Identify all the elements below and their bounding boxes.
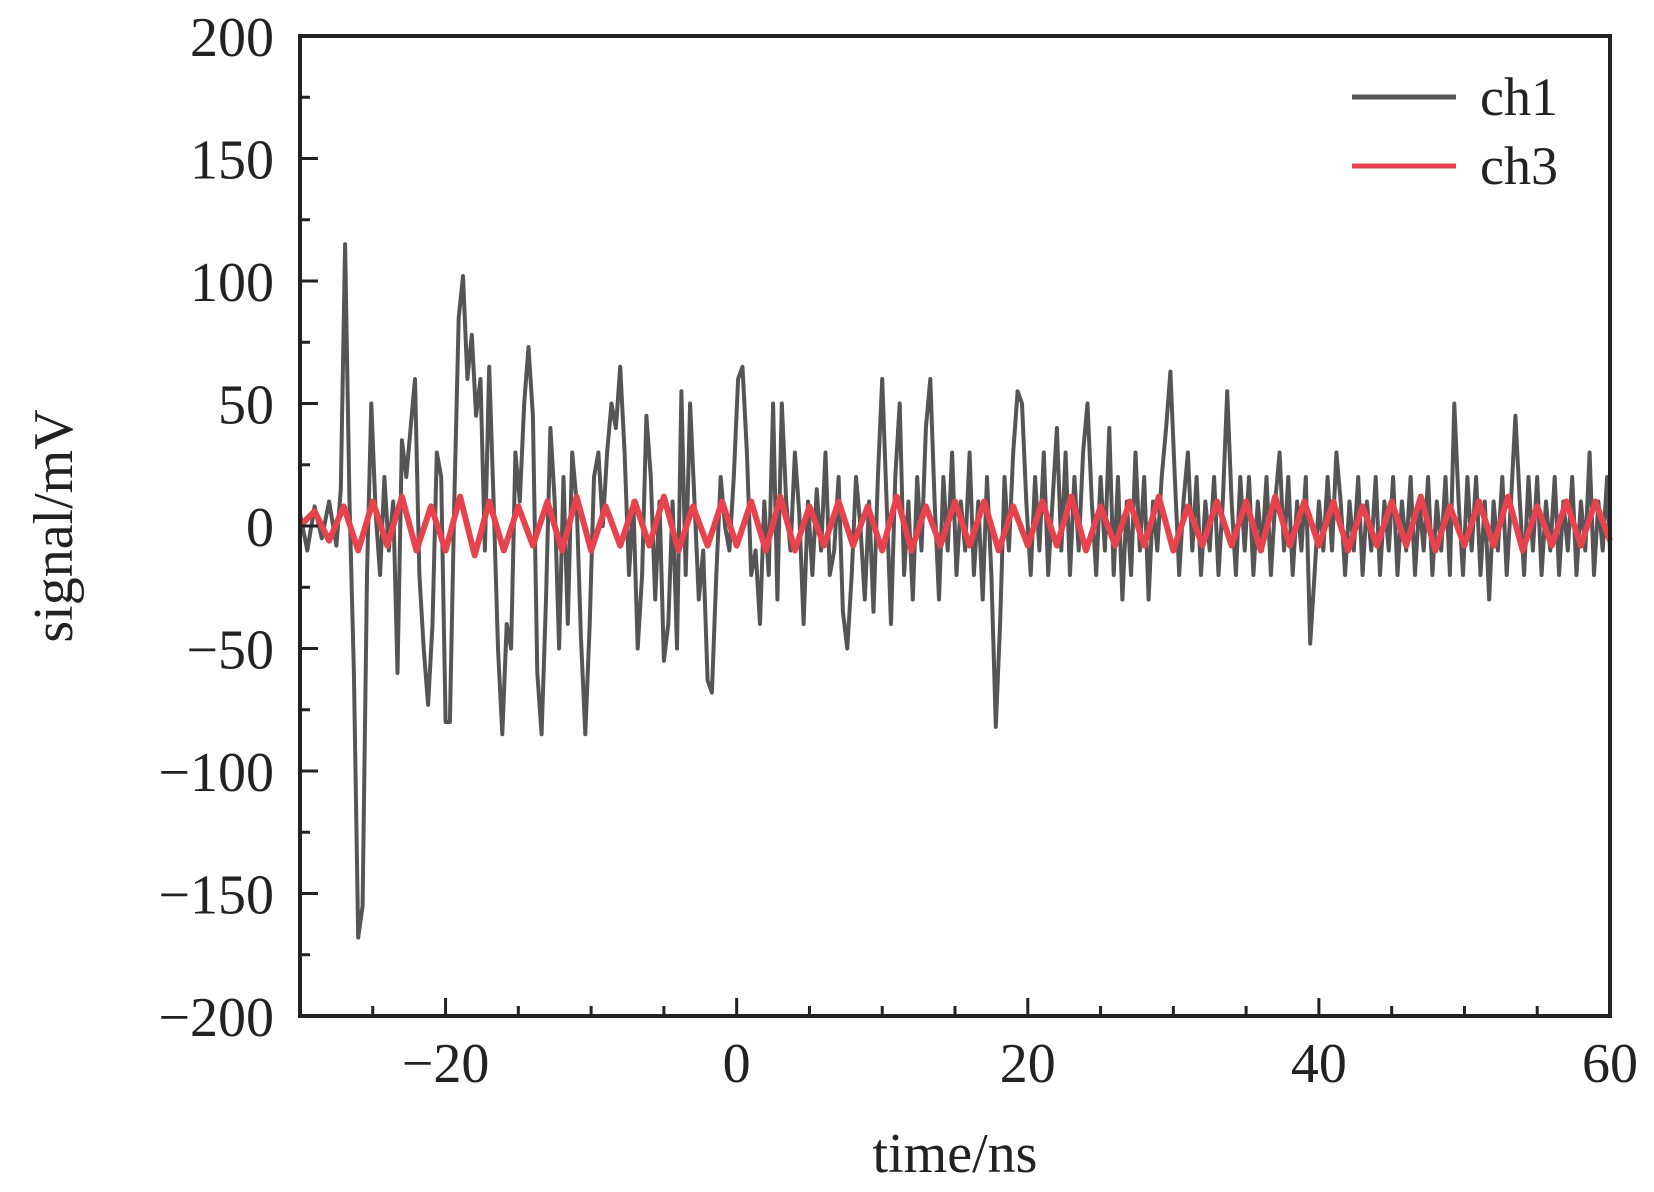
series-line-ch3 [297, 493, 1613, 559]
x-tick-label: 20 [1000, 1033, 1056, 1095]
y-tick-label: 100 [190, 252, 274, 314]
y-axis-title: signal/mV [23, 409, 85, 642]
y-tick-label: 0 [246, 497, 274, 559]
y-tick-label: −50 [186, 620, 274, 682]
legend: ch1 ch3 [1352, 67, 1558, 196]
x-axis-ticks: −20 0 20 40 60 [298, 998, 1638, 1095]
y-tick-label: −150 [158, 865, 274, 927]
series-layer [297, 242, 1613, 940]
y-axis-ticks: 200 150 100 50 0 −50 −100 −150 −200 [158, 7, 318, 1049]
y-tick-label: −200 [158, 987, 274, 1049]
legend-label-ch3: ch3 [1480, 136, 1558, 196]
series-line-ch1 [298, 242, 1612, 940]
x-axis-title: time/ns [873, 1123, 1038, 1185]
x-tick-label: 60 [1582, 1033, 1638, 1095]
x-tick-label: 40 [1291, 1033, 1347, 1095]
x-tick-label: −20 [402, 1033, 490, 1095]
y-tick-label: 50 [218, 375, 274, 437]
y-tick-label: 200 [190, 7, 274, 69]
legend-label-ch1: ch1 [1480, 67, 1558, 127]
plot-area [297, 34, 1613, 1018]
y-tick-label: −100 [158, 742, 274, 804]
x-tick-label: 0 [723, 1033, 751, 1095]
y-tick-label: 150 [190, 130, 274, 192]
